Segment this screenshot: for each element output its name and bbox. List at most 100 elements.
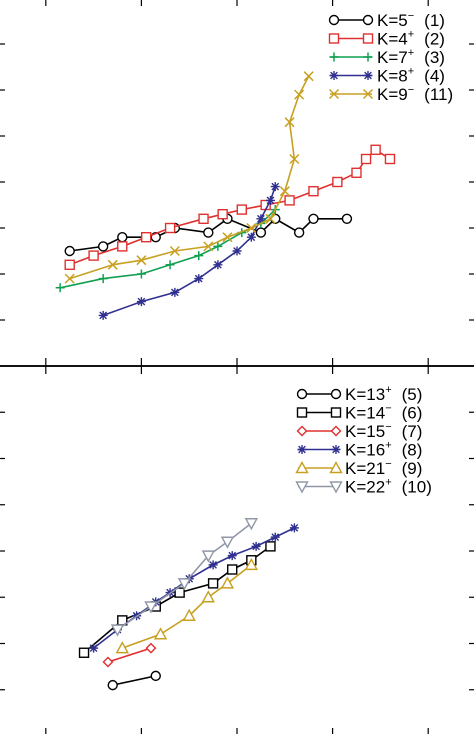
data-point (232, 246, 242, 256)
legend-marker (295, 461, 309, 474)
data-point (98, 274, 108, 284)
legend-marker (363, 52, 373, 62)
data-point (136, 297, 146, 307)
data-point (177, 578, 192, 591)
legend-marker (329, 481, 343, 494)
legend-label: K=9− (11) (377, 84, 453, 104)
series-k-9 (64, 71, 314, 284)
data-point (289, 153, 300, 165)
legend-marker (295, 481, 309, 494)
data-point (265, 195, 275, 205)
data-point (360, 153, 372, 165)
data-point (207, 578, 219, 589)
series-line (102, 186, 276, 317)
data-point (251, 541, 261, 551)
legend-marker (328, 88, 340, 100)
legend-entry: K=21− (9) (295, 458, 422, 478)
data-point (203, 241, 214, 252)
data-point (256, 214, 266, 224)
data-point (284, 195, 295, 206)
legend-entry: K=13+ (5) (296, 384, 422, 404)
legend-marker (329, 461, 343, 474)
data-point (64, 273, 75, 284)
data-point (194, 251, 204, 261)
data-point (64, 245, 75, 257)
data-point (110, 624, 125, 637)
legend-label: K=22+ (10) (345, 477, 432, 497)
legend-marker (330, 407, 342, 418)
data-point (136, 255, 147, 266)
legend-entry: K=14− (6) (296, 403, 422, 423)
data-point (198, 213, 209, 225)
data-point (88, 250, 99, 261)
data-point (222, 232, 233, 243)
data-point (174, 587, 185, 598)
legend-label: K=13+ (5) (345, 384, 422, 404)
legend: K=5− (1)K=4+ (2)K=7+ (3)K=8+ (4)K=9− (11) (328, 10, 453, 104)
data-point (270, 182, 280, 192)
data-point (303, 71, 314, 82)
legend-entry: K=5− (1) (328, 10, 445, 30)
data-point (201, 590, 216, 603)
data-point (117, 241, 128, 252)
data-point (227, 551, 237, 561)
series-k-15 (102, 642, 157, 668)
data-point (203, 227, 214, 238)
legend-label: K=16+ (8) (345, 440, 422, 460)
data-point (78, 647, 90, 658)
data-point (170, 287, 180, 297)
legend-entry: K=7+ (3) (329, 47, 445, 67)
series-line (83, 545, 271, 654)
data-point (308, 213, 319, 225)
tick-marks (0, 0, 474, 366)
series-k-4 (64, 144, 396, 270)
data-point (384, 153, 396, 165)
legend-marker (296, 425, 308, 437)
data-point (136, 269, 146, 279)
legend-marker (328, 33, 340, 44)
legend-marker (328, 14, 340, 26)
data-point (144, 601, 158, 614)
legend-label: K=4+ (2) (377, 29, 445, 49)
legend-marker (329, 52, 339, 62)
series-k-22 (110, 518, 259, 637)
data-point (213, 260, 223, 270)
data-point (169, 245, 180, 257)
data-point (236, 204, 247, 215)
data-point (279, 186, 290, 197)
data-point (55, 283, 65, 293)
data-point (194, 274, 204, 284)
bottom-panel: K=13+ (5)K=14− (6)K=15− (7)K=16+ (8)K=21− (9)… (0, 365, 474, 734)
legend-label: K=21− (9) (345, 458, 422, 478)
data-point (293, 227, 305, 238)
data-point (97, 241, 109, 252)
data-point (227, 564, 238, 575)
legend-label: K=14− (6) (345, 403, 422, 423)
series-k-14 (78, 541, 276, 658)
data-point (164, 222, 176, 234)
legend-entry: K=15− (7) (296, 421, 422, 441)
legend-label: K=8+ (4) (377, 66, 445, 86)
data-point (140, 231, 152, 243)
data-point (220, 576, 235, 589)
series-line (112, 675, 156, 686)
series-k-8 (98, 182, 280, 320)
legend-marker (362, 14, 374, 26)
legend-marker (297, 445, 307, 454)
data-point (255, 227, 267, 238)
data-point (153, 627, 168, 640)
series-k-21 (115, 557, 259, 654)
data-point (308, 185, 319, 197)
data-point (102, 656, 114, 668)
legend-marker (329, 71, 339, 80)
data-point (246, 222, 257, 234)
data-point (89, 643, 99, 653)
data-point (150, 670, 161, 682)
legend-entry: K=8+ (4) (329, 66, 445, 86)
data-point (246, 232, 256, 242)
data-point (115, 641, 129, 654)
data-point (244, 557, 259, 571)
legend-marker (363, 71, 373, 80)
data-point (341, 213, 353, 225)
series-line (59, 209, 276, 289)
